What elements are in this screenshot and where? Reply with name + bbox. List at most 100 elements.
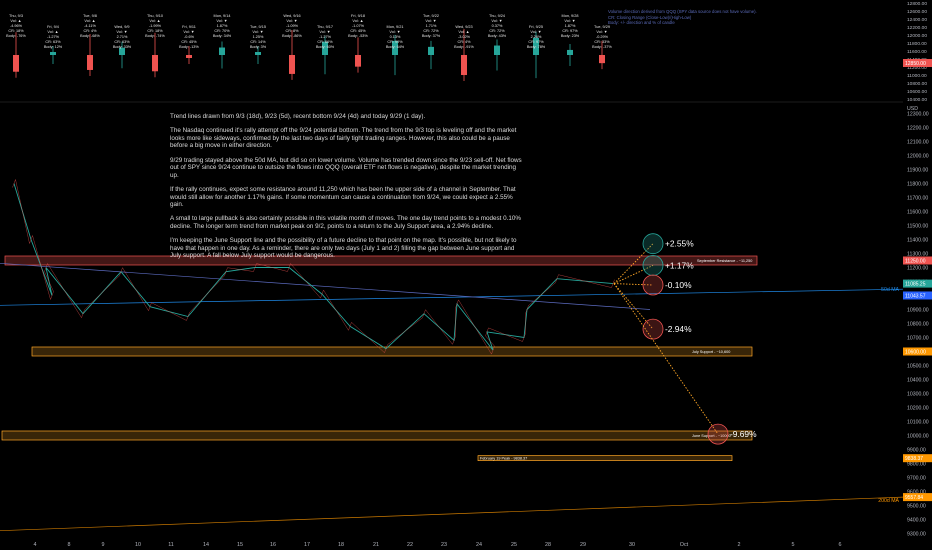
y-tick-label: 9700.00 [907,476,926,482]
price-tag-label: 11250.00 [905,259,926,265]
y-tick-label: 11500.00 [907,224,928,230]
price-tag [903,256,932,265]
level-band [1,430,753,441]
stat-label: Thu, 9/10 [147,14,163,18]
stat-candle-body [13,55,19,72]
upper-tick-label: 10800.00 [907,81,927,87]
stat-candle-body [494,45,500,55]
stat-label: Fri, 9/4 [47,25,59,29]
stat-candle-body [119,47,125,55]
stat-label: Vol: ▲ [47,30,58,34]
stat-label: -0.29% [596,35,609,39]
price-tag [903,291,932,300]
projection-target [642,233,664,255]
projection-target [642,254,664,276]
projection-label: +1.17% [665,260,694,270]
x-tick-label: 6 [839,542,842,548]
x-tick-label: 29 [580,542,586,548]
stat-candle-body [289,55,295,74]
projection-line [613,283,719,435]
stat-label: Mon, 9/28 [562,14,579,18]
stat-label: Vol: ▼ [564,19,575,23]
stat-label: CR: 8% [285,29,299,33]
projection-line [613,243,654,284]
stat-label: CR: 66% [317,40,333,44]
stat-label: Body: 37% [422,34,441,38]
x-tick-label: 2 [738,542,741,548]
upper-tick-label: 12800.00 [907,1,927,7]
upper-tick-label: 11000.00 [907,73,927,79]
stat-label: Body: 34% [213,34,232,38]
stat-label: Thu, 9/24 [489,14,505,18]
x-tick-label: 28 [545,542,551,548]
y-tick-label: 10100.00 [907,420,929,426]
stat-label: Vol: ▼ [116,30,127,34]
stat-label: CR: 99% [387,40,403,44]
x-tick-label: 30 [629,542,635,548]
y-tick-label: 12300.00 [907,112,929,118]
projection-line [613,264,654,285]
stat-label: Body: -53% [348,34,368,38]
stat-label: CR: 14% [250,40,266,44]
stat-label: CR: 72% [423,29,439,33]
stat-label: Tue, 9/22 [423,14,439,18]
price-tag-label: 11043.57 [905,293,926,299]
y-tick-label: 11800.00 [907,182,928,188]
price-tag [903,279,932,288]
stat-label: Body: 33% [113,45,132,49]
y-tick-label: 10700.00 [907,336,929,342]
stat-label: Vol: ▼ [252,30,263,34]
x-tick-label: 21 [373,542,379,548]
x-tick-label: 23 [441,542,447,548]
x-tick-label: 5 [792,542,795,548]
stat-label: -4.96% [10,24,23,28]
stat-label: CR: 18% [147,29,163,33]
y-tick-label: 9900.00 [907,448,926,454]
stat-label: CR: 45% [350,29,366,33]
stat-label: 1.87% [217,24,228,28]
stat-candle-body [152,55,158,72]
projection-label: -9.69% [730,429,757,439]
stat-candle-body [219,47,225,55]
stat-label: Fri, 9/18 [351,14,365,18]
stat-label: Vol: ▼ [596,30,607,34]
stat-label: 2.26% [531,35,542,39]
commentary-paragraph: 9/29 trading stayed above the 50d MA, bu… [170,156,522,179]
upper-tick-label: 11600.00 [907,49,927,55]
stat-label: Body: -76% [6,34,26,38]
stat-label: Thu, 9/3 [9,14,23,18]
ma50-line [0,288,904,306]
price-tag [903,454,932,463]
stat-label: CR: 33% [594,40,610,44]
stat-candle-body [87,55,93,70]
upper-tick-label: 12200.00 [907,25,927,31]
stat-label: -1.99% [149,24,162,28]
currency-label: USD [907,106,918,112]
stat-label: 1.87% [565,24,576,28]
y-tick-label: 10300.00 [907,392,929,398]
x-tick-label: 18 [338,542,344,548]
y-tick-label: 9300.00 [907,532,926,538]
price-tag-label: 11085.25 [905,282,926,288]
stat-label: Body: 64% [386,45,405,49]
level-band [31,346,753,357]
ma200-label: 200d MA [878,498,899,504]
projection-line [613,283,654,286]
stat-candle-body [567,49,573,55]
stat-label: CR: 45% [181,40,197,44]
projection-label: -0.10% [665,280,692,290]
stat-label: 1.71% [426,24,437,28]
stat-label: -1.07% [352,24,365,28]
stat-label: -1.27% [319,35,332,39]
price-tag [903,493,932,502]
stat-label: -4.11% [84,24,96,28]
level-band [4,255,758,266]
stat-candle-body [322,41,328,55]
upper-tick-label: 10600.00 [907,89,927,95]
stat-label: Vol: ▲ [84,19,95,23]
stat-label: Thu, 9/17 [317,25,333,29]
y-tick-label: 10400.00 [907,378,929,384]
stat-label: Vol: ▼ [389,30,400,34]
y-tick-label: 9500.00 [907,504,926,510]
upper-tick-label: 11800.00 [907,41,927,47]
